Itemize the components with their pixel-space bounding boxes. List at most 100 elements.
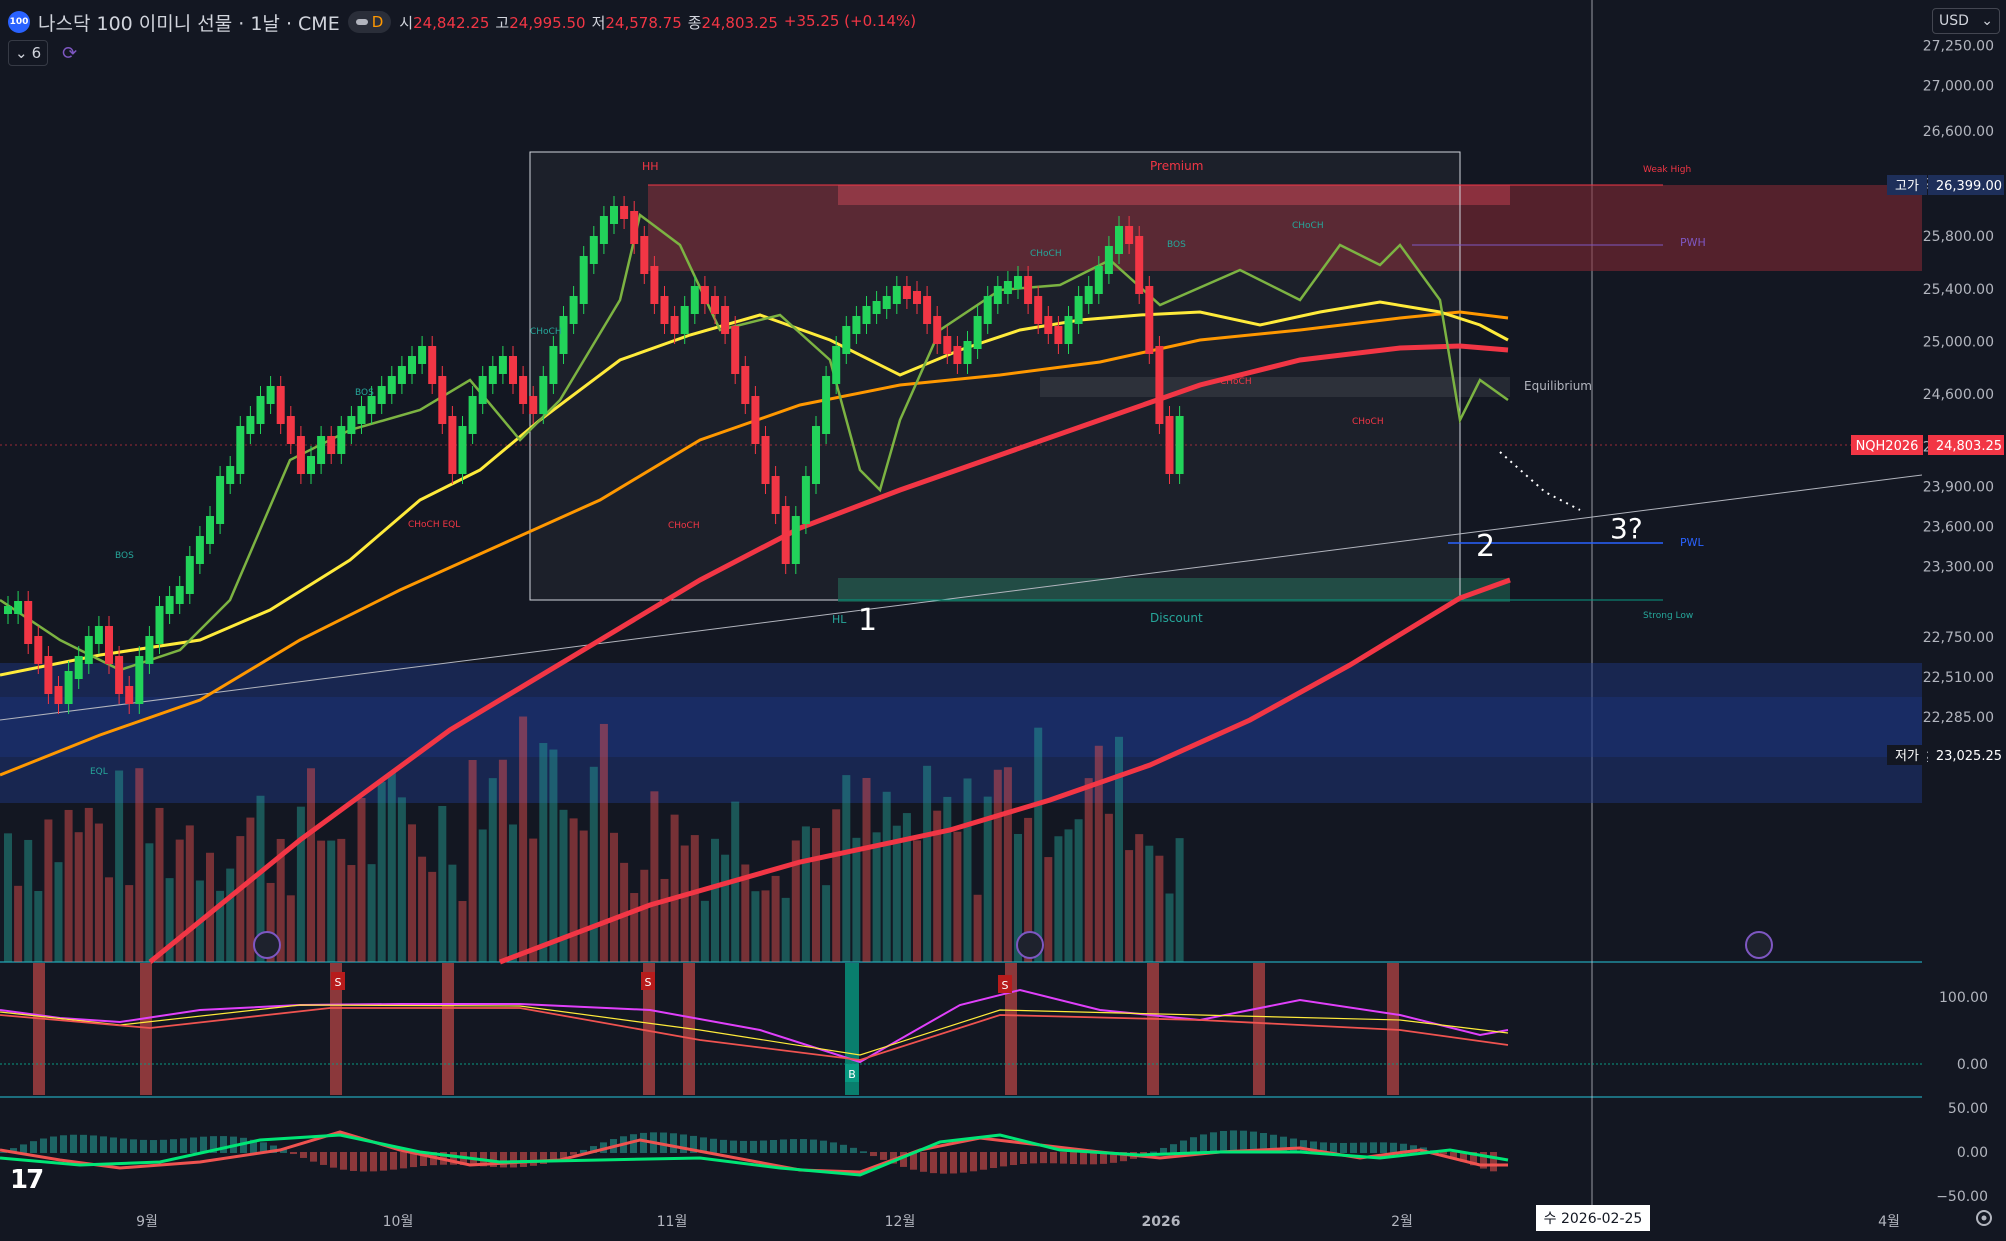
indicators-toggle-button[interactable]: ⌄ 6 [8, 40, 49, 66]
candle-body [943, 336, 952, 354]
blue-zone [0, 663, 1922, 803]
macd-histogram-bar [1290, 1138, 1297, 1153]
time-axis-label: 9월 [136, 1214, 158, 1230]
macd-histogram-bar [800, 1139, 807, 1153]
macd-histogram-bar [530, 1152, 537, 1166]
currency-select[interactable]: USD ⌄ [1932, 8, 2000, 34]
volume-bar [155, 807, 164, 962]
price-tick-label: 22,510.00 [1923, 670, 1994, 686]
choch-label: CHoCH [1292, 221, 1324, 231]
volume-bar [761, 890, 770, 962]
signal-bar-red [643, 963, 655, 1095]
candle-body [1084, 286, 1093, 304]
macd-histogram-bar [1280, 1136, 1287, 1153]
price-tick-label: 27,250.00 [1923, 39, 1994, 55]
candle-body [347, 416, 356, 434]
volume-bar [771, 875, 780, 962]
tradingview-logo[interactable]: 17 [10, 1165, 44, 1195]
volume-bar [377, 781, 386, 962]
volume-bar [1165, 893, 1174, 962]
volume-bar [498, 759, 507, 962]
volume-bar [660, 878, 669, 962]
macd-histogram-bar [1150, 1151, 1157, 1153]
macd-histogram-bar [1330, 1142, 1337, 1153]
candle-body [933, 316, 942, 344]
macd-histogram-bar [1300, 1140, 1307, 1153]
macd-histogram-bar [410, 1152, 417, 1168]
macd-histogram-bar [770, 1139, 777, 1153]
macd-histogram-bar [70, 1134, 77, 1153]
macd-histogram-bar [280, 1149, 287, 1153]
volume-bar [539, 743, 548, 962]
choch-label: CHoCH [1030, 249, 1062, 259]
candle-body [185, 556, 194, 594]
candle-body [913, 291, 921, 304]
candle-body [892, 286, 901, 304]
macd-histogram-bar [1170, 1144, 1177, 1153]
gear-icon[interactable] [1974, 1208, 1994, 1228]
candle-body [34, 636, 43, 664]
candle-body [589, 236, 598, 264]
ohlc-change: +35.25 (+0.14%) [783, 11, 917, 30]
volume-bar [347, 865, 356, 962]
volume-bar [74, 832, 83, 962]
candle-body [862, 306, 871, 324]
macd-histogram-bar [1030, 1152, 1037, 1164]
strong-low-label: Strong Low [1643, 611, 1693, 621]
candle-body [1044, 316, 1053, 334]
candle-body [256, 396, 265, 424]
symbol-title[interactable]: 나스닥 100 이미니 선물 · 1날 · CME [38, 12, 340, 35]
macd-histogram-bar [850, 1147, 857, 1153]
volume-bar [1135, 834, 1144, 962]
macd-histogram-bar [830, 1142, 837, 1153]
timeframe-box[interactable]: D [347, 11, 392, 33]
candle-body [216, 476, 225, 524]
choch-label: CHoCH [1220, 377, 1252, 387]
candle-body [24, 601, 33, 644]
price-tick-label: 25,800.00 [1923, 229, 1994, 245]
volume-bar [589, 766, 598, 962]
volume-bar [24, 839, 33, 962]
candle-body [822, 376, 831, 434]
candle-body [1074, 296, 1083, 324]
osc-tick-label: 100.00 [1939, 990, 1988, 1006]
candle-body [771, 476, 780, 514]
macd-histogram-bar [360, 1152, 367, 1172]
volume-bar [438, 805, 447, 962]
candle-body [397, 366, 406, 384]
time-axis-label: 2월 [1391, 1214, 1413, 1230]
volume-bar [206, 852, 214, 962]
macd-histogram-bar [1020, 1152, 1027, 1165]
macd-histogram-bar [940, 1152, 947, 1174]
candle-body [1165, 416, 1174, 474]
sync-icon[interactable]: ⟳ [62, 42, 78, 64]
indicator-row: ⌄ 6 ⟳ [8, 40, 77, 66]
hl-label: HL [832, 613, 847, 626]
volume-bar [357, 797, 366, 962]
volume-bar [1094, 745, 1103, 962]
macd-histogram-bar [1380, 1142, 1387, 1153]
last-tag-label: NQH2026 [1856, 439, 1919, 454]
macd-histogram-bar [1210, 1132, 1217, 1153]
ma-red-series [148, 343, 1509, 964]
candle-body [711, 296, 719, 314]
candle-body [670, 316, 679, 334]
macd-histogram-bar [1230, 1130, 1237, 1153]
volume-bar [458, 901, 467, 962]
macd-histogram-bar [490, 1152, 497, 1167]
candle-body [791, 516, 800, 564]
candle-body [337, 426, 346, 454]
candle-body [428, 346, 437, 384]
candle-body [569, 296, 578, 324]
ohlc-close: 종24,803.25 [687, 13, 778, 32]
macd-histogram-bar [1400, 1143, 1407, 1153]
volume-bar [711, 838, 719, 962]
macd-histogram-bar [890, 1152, 897, 1164]
candle-body [135, 656, 144, 704]
macd-histogram-bar [760, 1140, 767, 1153]
candle-body [761, 436, 770, 484]
candle-body [509, 356, 517, 384]
macd-histogram-bar [740, 1140, 747, 1153]
volume-bar [640, 869, 649, 962]
